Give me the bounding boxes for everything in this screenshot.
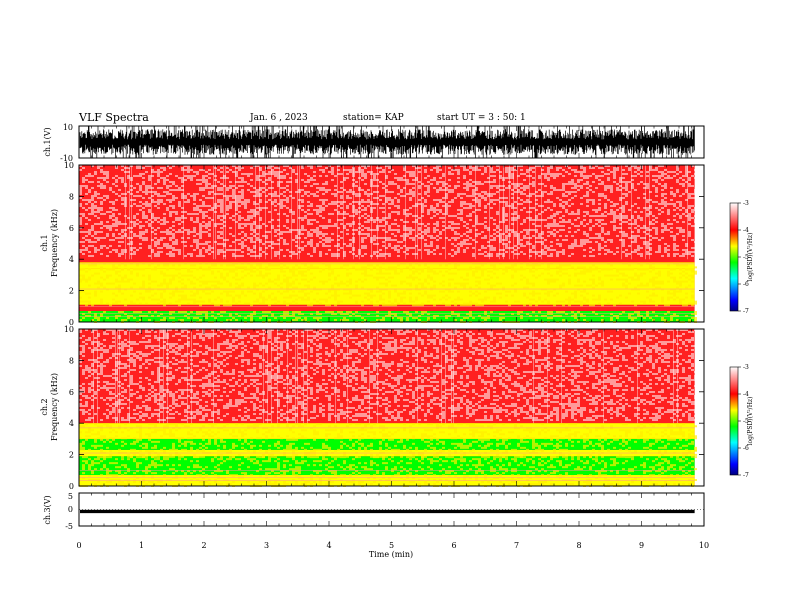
time-tick-label: 9 [639, 541, 644, 550]
ch2-spectrogram-band-mottle-1 [82, 456, 697, 477]
ch2-spectrogram-colorbar-tick-label: -3 [743, 364, 749, 371]
ch2-spectrogram-ytick-label: 0 [69, 482, 74, 491]
ch1-waveform-trace [79, 126, 695, 158]
ch1-spectrogram-ytick-label: 6 [69, 224, 74, 233]
ch1-spectrogram-channel-label: ch.1 [40, 234, 49, 251]
ch3-waveform-line [80, 509, 695, 514]
ch3-ytick-bottom: -5 [65, 522, 73, 531]
time-tick-label: 6 [451, 541, 456, 550]
ch1-spectrogram-ytick-label: 8 [69, 192, 74, 201]
ch1-spectrogram-band-mottle-1 [79, 268, 697, 307]
ch2-spectrogram-band-mottle-4 [79, 423, 697, 440]
ch2-spectrogram-band-mottle-2 [82, 449, 697, 458]
ch2-spectrogram-ytick-label: 2 [69, 451, 74, 460]
ch1-waveform-line [79, 126, 695, 158]
ch2-spectrogram-band-mottle-3 [79, 438, 697, 451]
ch1-spectrogram-ylabel: Frequency (kHz) [50, 209, 59, 277]
date-label: Jan. 6 , 2023 [250, 113, 308, 123]
time-ticks-panel-2 [78, 165, 705, 322]
ch2-spectrogram-channel-label: ch.2 [40, 398, 49, 415]
time-ticks-panel-3 [78, 329, 705, 486]
chart-title: VLF Spectra [79, 111, 149, 124]
ch1-spectrogram-colorbar-tick-label: -5 [743, 254, 749, 261]
ch1-spectrogram-ytick-label: 10 [64, 161, 74, 170]
ch1-spectrogram-band-2 [79, 262, 695, 269]
station-label: station= KAP [343, 113, 404, 123]
ch2-spectrogram-image [79, 329, 697, 488]
time-tick-label: 2 [201, 541, 206, 550]
ch2-spectrogram-band-1 [79, 456, 695, 476]
ch1-spectrogram-ytick-label: 4 [69, 255, 74, 264]
ch3-ytick-top: 5 [68, 492, 73, 501]
time-tick-label: 0 [76, 541, 81, 550]
time-ticks-panel-1 [78, 126, 705, 158]
time-tick-label: 8 [576, 541, 581, 550]
ch1-spectrogram-streaks [125, 165, 688, 260]
ch1-waveform-ylabel: ch.1(V) [43, 127, 52, 156]
ch1-waveform-panel: 10 -10 ch.1(V) [43, 123, 705, 163]
ch2-spectrogram-colorbar-tick-label: -6 [743, 445, 749, 452]
time-tick-label: 4 [326, 541, 331, 550]
time-ticks-panel-4 [78, 493, 705, 526]
ch2-spectrogram-band-mottle-0 [79, 475, 697, 488]
ch2-spectrogram-colorbar-tick-label: -4 [743, 391, 749, 398]
ch2-spectrogram-colorbar-tick-label: -7 [743, 472, 749, 479]
ch2-colorbar [729, 366, 739, 476]
ch1-spectrogram-colorbar-tick-label: -3 [743, 200, 749, 207]
ch1-spectrogram-band-mottle-0 [79, 311, 697, 324]
ch2-spectrogram-ytick-label: 10 [64, 325, 74, 334]
ch3-waveform-panel: 5 0 -5 ch.3(V) 0 1 2 3 4 5 6 7 8 9 10 Time (min) [43, 492, 709, 559]
ch1-spectrogram-colorbar-tick-label: -4 [743, 227, 749, 234]
time-tick-label: 3 [264, 541, 269, 550]
time-tick-marks [78, 126, 705, 526]
ch3-ytick-middle: 0 [68, 505, 73, 514]
ch3-waveform-ylabel: ch.3(V) [43, 495, 52, 524]
ch2-spectrogram-ytick-label: 6 [69, 388, 74, 397]
ch1-spectrogram-image [79, 165, 697, 324]
ch2-colorbar-label: log(PSD)(V²/Hz) [747, 397, 754, 446]
start-time-label: start UT = 3 : 50: 1 [437, 113, 526, 123]
time-tick-label: 10 [699, 541, 709, 550]
ch2-spectrogram-ylabel: Frequency (kHz) [50, 373, 59, 441]
ch2-spectrogram-colorbar-tick-label: -5 [743, 418, 749, 425]
ch1-colorbar-label: log(PSD)(V²/Hz) [747, 233, 754, 282]
ch1-colorbar [729, 202, 739, 312]
ch2-spectrogram-speckle [79, 329, 697, 421]
ch1-ytick-top: 10 [63, 123, 73, 132]
time-tick-label: 5 [389, 541, 394, 550]
ch1-spectrogram-ytick-label: 0 [69, 318, 74, 327]
time-axis-label: Time (min) [369, 550, 413, 559]
ch1-spectrogram-colorbar-tick-label: -7 [743, 308, 749, 315]
ch3-waveform-trace [79, 509, 704, 514]
ch1-spectrogram-speckle [79, 165, 697, 257]
time-tick-label: 7 [514, 541, 519, 550]
ch1-spectrogram-ytick-label: 2 [69, 287, 74, 296]
ch1-ytick-bottom: -10 [60, 154, 73, 163]
time-tick-label: 1 [139, 541, 144, 550]
ch1-spectrogram-band-mottle-2 [79, 262, 697, 271]
ch1-spectrogram-colorbar-tick-label: -6 [743, 281, 749, 288]
ch2-spectrogram-ytick-label: 8 [69, 356, 74, 365]
ch2-spectrogram-ytick-label: 4 [69, 419, 74, 428]
